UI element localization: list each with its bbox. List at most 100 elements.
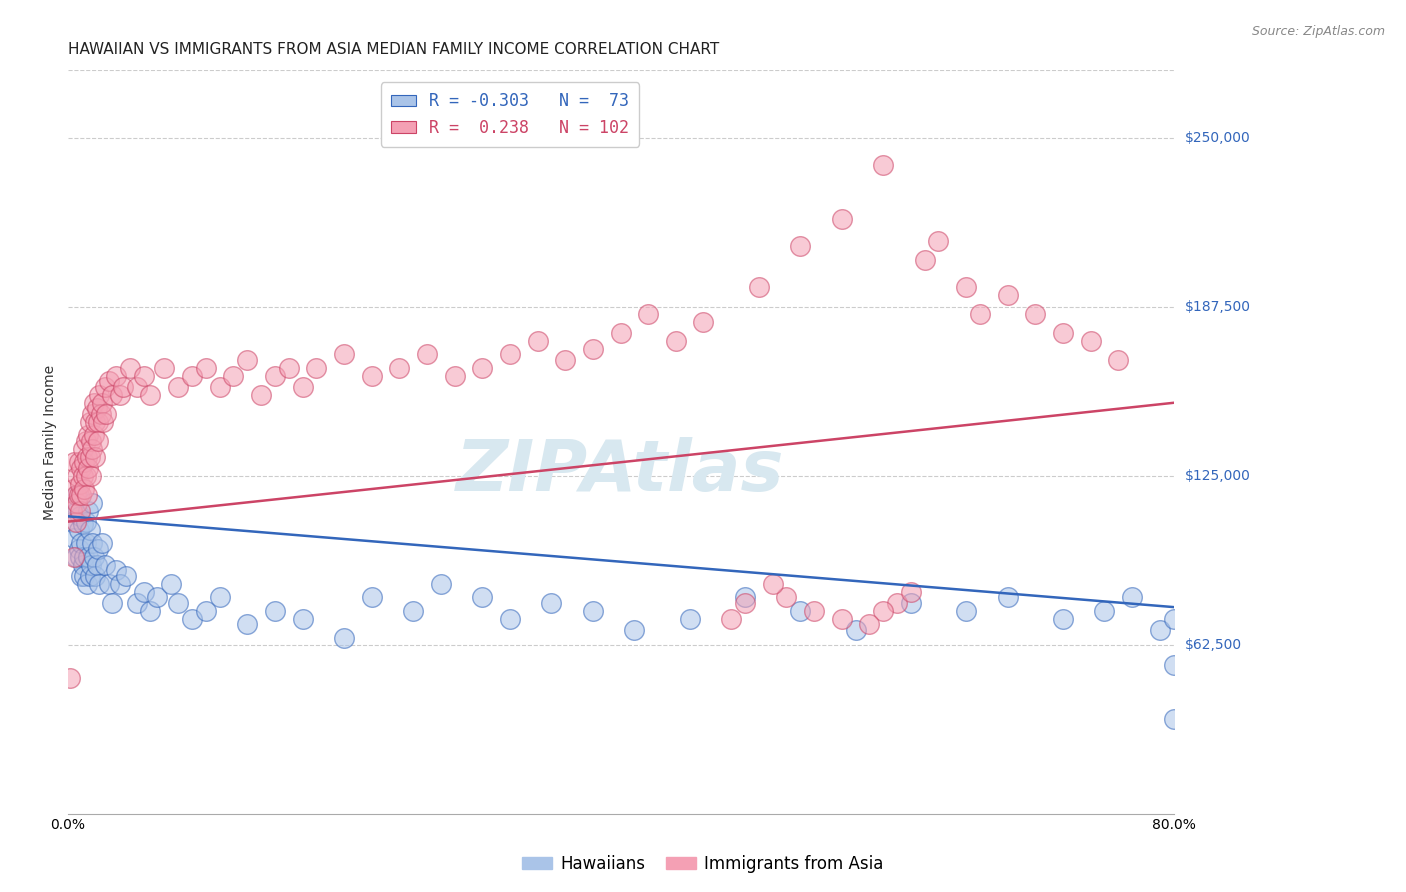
Point	[194, 360, 217, 375]
Point	[761, 577, 783, 591]
Point	[499, 347, 522, 361]
Point	[264, 368, 287, 383]
Point	[160, 577, 183, 591]
Point	[277, 360, 299, 375]
Point	[73, 568, 96, 582]
Point	[96, 407, 118, 421]
Point	[67, 541, 90, 556]
Point	[100, 387, 122, 401]
Point	[75, 434, 97, 448]
Point	[181, 612, 204, 626]
Point	[471, 591, 494, 605]
Point	[98, 374, 121, 388]
Point	[62, 496, 84, 510]
Point	[83, 428, 105, 442]
Point	[443, 368, 465, 383]
Point	[914, 252, 936, 267]
Point	[609, 326, 631, 340]
Text: HAWAIIAN VS IMMIGRANTS FROM ASIA MEDIAN FAMILY INCOME CORRELATION CHART: HAWAIIAN VS IMMIGRANTS FROM ASIA MEDIAN …	[67, 42, 718, 57]
Point	[77, 428, 100, 442]
Point	[194, 604, 217, 618]
Point	[79, 450, 101, 464]
Point	[69, 476, 91, 491]
Point	[1080, 334, 1102, 348]
Point	[114, 568, 136, 582]
Point	[80, 468, 103, 483]
Point	[734, 596, 756, 610]
Text: ZIPAtlas: ZIPAtlas	[457, 437, 785, 506]
Point	[402, 604, 425, 618]
Point	[146, 591, 169, 605]
Point	[62, 483, 84, 497]
Point	[75, 468, 97, 483]
Point	[900, 596, 922, 610]
Point	[153, 360, 176, 375]
Point	[79, 568, 101, 582]
Point	[75, 515, 97, 529]
Point	[111, 379, 134, 393]
Point	[87, 415, 110, 429]
Point	[582, 604, 605, 618]
Point	[844, 623, 866, 637]
Point	[66, 504, 89, 518]
Point	[75, 536, 97, 550]
Point	[84, 450, 107, 464]
Point	[1163, 612, 1185, 626]
Point	[77, 460, 100, 475]
Point	[388, 360, 411, 375]
Point	[72, 517, 94, 532]
Point	[236, 617, 259, 632]
Point	[91, 396, 114, 410]
Point	[118, 360, 141, 375]
Point	[67, 488, 90, 502]
Point	[90, 407, 112, 421]
Point	[554, 352, 576, 367]
Point	[67, 455, 90, 469]
Point	[1052, 326, 1074, 340]
Point	[125, 379, 148, 393]
Point	[430, 577, 453, 591]
Point	[748, 279, 770, 293]
Point	[831, 612, 853, 626]
Point	[73, 455, 96, 469]
Point	[65, 515, 87, 529]
Point	[333, 347, 356, 361]
Point	[67, 523, 90, 537]
Point	[82, 442, 104, 456]
Point	[775, 591, 797, 605]
Point	[264, 604, 287, 618]
Point	[104, 563, 127, 577]
Point	[1149, 623, 1171, 637]
Point	[360, 591, 382, 605]
Point	[108, 577, 131, 591]
Point	[858, 617, 880, 632]
Point	[167, 596, 190, 610]
Point	[955, 604, 977, 618]
Point	[63, 455, 86, 469]
Point	[734, 591, 756, 605]
Point	[1052, 612, 1074, 626]
Point	[305, 360, 328, 375]
Point	[73, 549, 96, 564]
Point	[139, 604, 162, 618]
Point	[900, 585, 922, 599]
Point	[93, 415, 115, 429]
Point	[87, 434, 110, 448]
Point	[997, 591, 1019, 605]
Point	[84, 415, 107, 429]
Point	[360, 368, 382, 383]
Point	[1024, 307, 1046, 321]
Point	[80, 558, 103, 572]
Point	[83, 549, 105, 564]
Point	[471, 360, 494, 375]
Point	[59, 672, 82, 686]
Point	[84, 568, 107, 582]
Point	[499, 612, 522, 626]
Point	[98, 577, 121, 591]
Point	[1092, 604, 1115, 618]
Point	[69, 504, 91, 518]
Point	[104, 368, 127, 383]
Point	[66, 496, 89, 510]
Text: $62,500: $62,500	[1185, 638, 1241, 652]
Point	[69, 509, 91, 524]
